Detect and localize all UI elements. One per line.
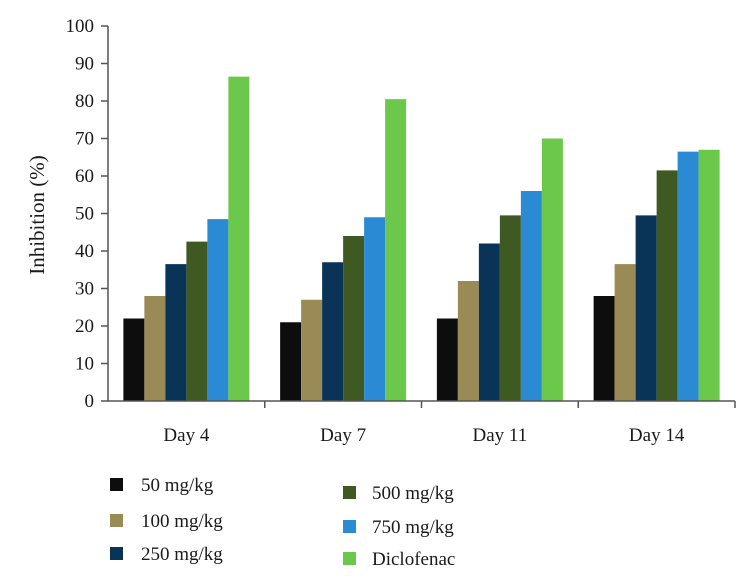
bar-250-mg-kg-day-4 <box>165 264 187 401</box>
y-tick-label: 60 <box>75 166 94 187</box>
legend-label: 500 mg/kg <box>372 483 454 504</box>
legend-label: 250 mg/kg <box>141 544 223 565</box>
x-tick-label: Day 14 <box>629 425 685 446</box>
bar-diclofenac-day-4 <box>228 76 250 401</box>
y-axis-title: Inhibition (%) <box>25 155 49 275</box>
x-axis-ticks: Day 4 Day 7 Day 11 Day 14 <box>163 401 736 446</box>
legend-label: 50 mg/kg <box>141 475 214 496</box>
legend-swatch <box>110 547 123 560</box>
y-tick-label: 50 <box>75 204 94 225</box>
bar-diclofenac-day-11 <box>541 138 563 401</box>
x-tick-label: Day 4 <box>163 425 209 446</box>
y-tick-label: 40 <box>75 241 94 262</box>
bar-50-mg-kg-day-14 <box>593 296 615 401</box>
bar-750-mg-kg-day-4 <box>207 219 229 401</box>
bar-750-mg-kg-day-7 <box>364 217 386 401</box>
x-tick-label: Day 11 <box>473 425 528 446</box>
bar-diclofenac-day-7 <box>385 99 407 401</box>
y-axis-ticks: 0 10 20 30 40 50 60 70 80 90 100 <box>66 16 108 412</box>
legend-label: Diclofenac <box>372 549 455 570</box>
y-tick-label: 90 <box>75 54 94 75</box>
y-tick-label: 10 <box>75 354 94 375</box>
bar-750-mg-kg-day-14 <box>677 151 699 401</box>
bar-100-mg-kg-day-4 <box>144 296 166 401</box>
y-tick-label: 30 <box>75 279 94 300</box>
bar-750-mg-kg-day-11 <box>520 191 542 401</box>
bar-500-mg-kg-day-14 <box>656 170 678 401</box>
bar-250-mg-kg-day-11 <box>478 243 500 401</box>
legend: 50 mg/kg 100 mg/kg 250 mg/kg 500 mg/kg 750 m… <box>110 475 455 570</box>
bar-250-mg-kg-day-14 <box>635 215 657 401</box>
bar-100-mg-kg-day-7 <box>301 299 323 401</box>
y-tick-label: 70 <box>75 129 94 150</box>
bar-250-mg-kg-day-7 <box>322 262 344 401</box>
y-tick-label: 80 <box>75 91 94 112</box>
bar-50-mg-kg-day-7 <box>280 322 302 401</box>
legend-label: 100 mg/kg <box>141 511 223 532</box>
bars <box>123 76 720 401</box>
bar-500-mg-kg-day-4 <box>186 241 208 401</box>
y-tick-label: 20 <box>75 316 94 337</box>
legend-swatch <box>110 478 123 491</box>
y-tick-label: 100 <box>66 16 95 37</box>
y-tick-label: 0 <box>85 391 95 412</box>
legend-label: 750 mg/kg <box>372 517 454 538</box>
bar-50-mg-kg-day-11 <box>436 318 458 401</box>
bar-500-mg-kg-day-11 <box>499 215 521 401</box>
x-tick-label: Day 7 <box>320 425 366 446</box>
legend-swatch <box>343 486 356 499</box>
bar-500-mg-kg-day-7 <box>343 236 365 401</box>
bar-50-mg-kg-day-4 <box>123 318 145 401</box>
bar-100-mg-kg-day-14 <box>614 264 636 401</box>
legend-swatch <box>343 552 356 565</box>
bar-diclofenac-day-14 <box>698 149 720 401</box>
legend-swatch <box>110 514 123 527</box>
legend-swatch <box>343 520 356 533</box>
bar-100-mg-kg-day-11 <box>457 281 479 401</box>
